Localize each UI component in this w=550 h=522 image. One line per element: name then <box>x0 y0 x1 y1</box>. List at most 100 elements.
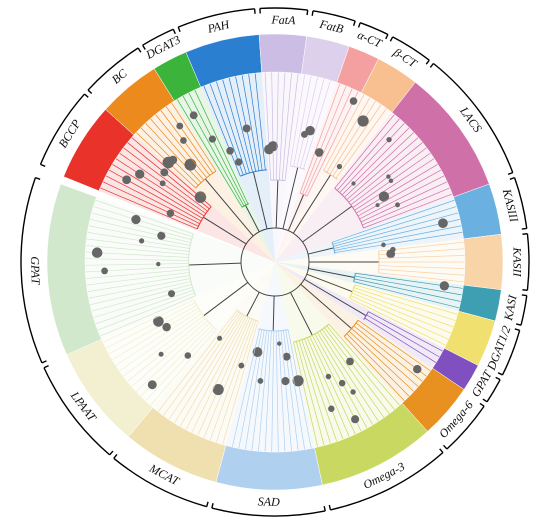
support-dot <box>189 111 198 120</box>
leaf-branch <box>378 255 465 259</box>
leaf-branch <box>89 218 191 243</box>
clade-band <box>46 183 102 356</box>
leaf-branch <box>295 341 325 446</box>
support-dot <box>208 135 216 143</box>
branch-arc <box>299 192 308 197</box>
clade-label: PAH <box>205 17 232 36</box>
leaf-branch <box>99 187 198 230</box>
clade-arc-tick <box>521 294 527 297</box>
clade-arc-tick <box>514 328 520 331</box>
leaf-branch <box>368 311 443 352</box>
support-dot <box>131 214 141 225</box>
leaf-branch <box>306 91 359 197</box>
clade-arc-tick <box>87 89 93 94</box>
support-dot <box>314 148 324 157</box>
branch <box>252 171 268 230</box>
leaf-branch <box>271 330 275 452</box>
support-dot <box>157 231 166 240</box>
support-dot <box>386 136 392 143</box>
branch-arc <box>241 203 250 208</box>
clade-wedge <box>152 262 275 446</box>
leaf-branch <box>348 142 423 203</box>
clade-arc-tick <box>328 504 332 511</box>
clade-arc-tick <box>206 501 209 507</box>
leaf-branch <box>354 275 463 296</box>
clade-wedge <box>275 82 362 262</box>
leaf-branch <box>304 88 353 196</box>
clade-arc-tick <box>522 232 528 235</box>
leaf-branch <box>336 118 400 191</box>
leaf-branch <box>102 181 199 227</box>
leaf-branch <box>354 284 458 315</box>
leaf-branch <box>271 72 274 181</box>
branch-arc <box>236 309 259 322</box>
clade-arc-tick <box>521 227 527 230</box>
leaf-branch <box>346 137 419 201</box>
clade-arc-tick <box>311 10 314 16</box>
support-dot <box>350 389 356 395</box>
clade-arc <box>20 177 43 364</box>
leaf-branch <box>378 268 465 276</box>
leaf-branch <box>352 290 454 328</box>
clade-wedge <box>200 72 275 262</box>
leaf-branch <box>306 337 350 438</box>
branch <box>300 283 352 329</box>
clade-wedge <box>84 197 275 340</box>
support-dot <box>378 191 390 202</box>
leaf-branch <box>360 181 448 223</box>
leaf-branch <box>89 281 191 306</box>
clade-wedge <box>174 87 275 262</box>
clade-arc-tick <box>40 163 46 167</box>
support-dot <box>194 191 207 203</box>
clade-arc-tick <box>509 176 515 180</box>
clade-arc-tick <box>352 20 356 26</box>
clade-arc <box>43 367 111 456</box>
leaf-branch <box>111 307 199 361</box>
leaf-branch <box>127 317 206 382</box>
branch-arc <box>334 187 365 229</box>
branch <box>203 282 249 317</box>
leaf-branch <box>140 127 199 186</box>
leaf-branch <box>241 74 260 171</box>
support-dot <box>184 352 192 359</box>
support-dot <box>153 316 164 327</box>
leaf-branch <box>235 76 257 172</box>
branch <box>188 262 242 266</box>
support-dot <box>292 375 304 387</box>
support-dot <box>168 155 178 165</box>
leaf-branch <box>87 231 190 249</box>
branch-arc <box>293 323 330 343</box>
leaf-branch <box>359 175 445 220</box>
leaf-branch <box>131 320 208 387</box>
clade-wedge <box>275 112 454 262</box>
leaf-branch <box>293 75 312 167</box>
leaf-branch <box>348 330 415 392</box>
leaf-branch <box>105 175 200 224</box>
leaf-branch <box>251 330 267 451</box>
leaf-branch <box>332 199 455 243</box>
clade-arc-tick <box>172 28 176 35</box>
leaf-branch <box>155 114 207 178</box>
leaf-branch <box>264 72 272 181</box>
leaf-branch <box>299 78 325 169</box>
leaf-branch <box>123 147 208 212</box>
leaf-branch <box>334 114 395 189</box>
leaf-branch <box>111 163 203 219</box>
support-dot <box>91 247 103 258</box>
leaf-branch <box>99 295 196 337</box>
leaf-branch <box>115 310 201 366</box>
leaf-branch <box>326 97 371 173</box>
leaf-branch <box>203 318 253 439</box>
clade-arc-tick <box>84 93 89 98</box>
support-dot <box>122 175 131 185</box>
clade-wedge <box>275 73 337 263</box>
leaf-branch <box>323 94 365 171</box>
leaf-branch <box>296 76 319 168</box>
leaf-branch <box>287 329 312 449</box>
leaf-branch <box>85 263 189 266</box>
leaf-branch <box>334 225 462 251</box>
support-dot <box>138 238 145 244</box>
clade-wedge <box>275 262 403 448</box>
support-dot <box>101 267 108 275</box>
clade-arc-tick <box>35 176 41 180</box>
